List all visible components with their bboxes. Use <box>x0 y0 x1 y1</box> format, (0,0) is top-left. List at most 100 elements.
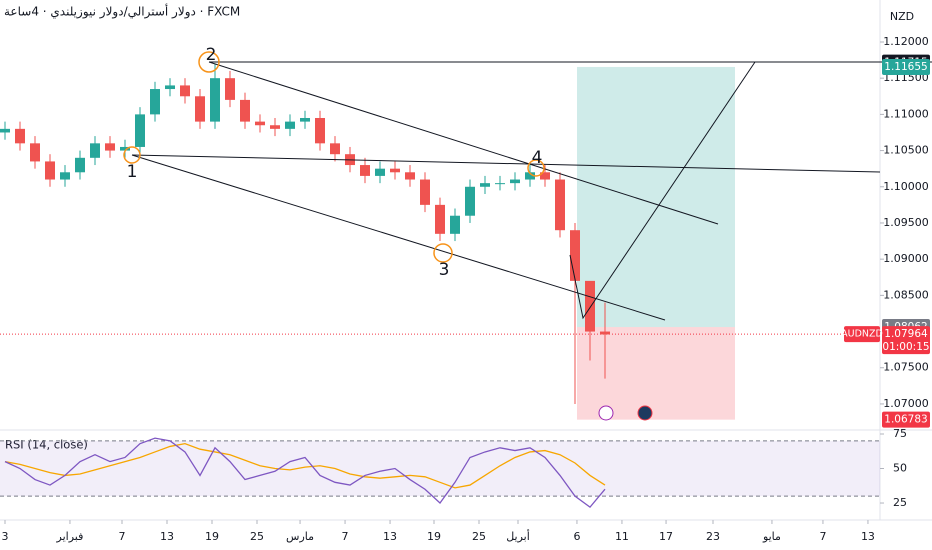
x-tick-label: 17 <box>659 530 673 543</box>
y-tick-label: 1.09000 <box>883 252 929 265</box>
currency-label: NZD <box>890 10 914 23</box>
price-tag-label: 1.06783 <box>884 414 927 426</box>
y-tick-label: 1.07500 <box>883 361 929 374</box>
event-icon[interactable] <box>637 405 653 421</box>
candle-body <box>389 168 400 173</box>
countdown: 01:00:15 <box>882 341 929 353</box>
drawings <box>123 51 932 321</box>
point-marker <box>123 146 141 164</box>
candle-body <box>194 96 205 122</box>
candle-body <box>134 114 145 147</box>
candle-body <box>299 117 310 122</box>
x-tick-label: 7 <box>118 530 125 543</box>
candle-body <box>329 143 340 155</box>
candle-body <box>404 172 415 180</box>
candle-body <box>585 280 596 332</box>
loss-zone <box>577 327 735 420</box>
x-tick-label: 13 <box>383 530 397 543</box>
candle-body <box>495 183 506 185</box>
candle-body <box>314 117 325 144</box>
x-tick-label: 3 <box>1 530 8 543</box>
candle-body <box>14 128 25 144</box>
candle-body <box>29 143 40 162</box>
candle-body <box>149 89 160 115</box>
rsi-band <box>0 440 880 497</box>
x-tick-label: 7 <box>342 530 349 543</box>
profit-zone <box>577 66 735 328</box>
candle-body <box>224 78 235 100</box>
symbol-tag: AUDNZD <box>841 329 883 340</box>
x-tick-label: 7 <box>819 530 826 543</box>
x-tick-label: 25 <box>472 530 486 543</box>
candle-body <box>510 179 521 184</box>
x-tick-label: 13 <box>861 530 875 543</box>
y-tick-label: 1.07000 <box>883 397 929 410</box>
x-tick-label: مايو <box>762 530 781 543</box>
rsi-tick-label: 25 <box>893 496 907 509</box>
candle-body <box>600 331 611 335</box>
x-tick-label: 19 <box>205 530 219 543</box>
trend-line <box>208 61 719 225</box>
event-icon[interactable] <box>598 405 614 421</box>
candle-body <box>465 186 476 216</box>
price-tag-label: 1.07964 <box>884 328 928 340</box>
x-tick-label: 6 <box>573 530 580 543</box>
candle-body <box>209 78 220 122</box>
price-tag: 1.06783 <box>882 411 930 428</box>
point-label: 3 <box>439 260 450 280</box>
y-tick-label: 1.12000 <box>883 35 929 48</box>
candle-body <box>359 165 370 176</box>
chart-title: دولار أسترالي/دولار نيوزيلندي · 4ساعة · … <box>4 4 240 20</box>
candle-body <box>89 143 100 158</box>
candle-body <box>540 172 551 180</box>
y-tick-label: 1.10500 <box>883 144 929 157</box>
candle-body <box>254 121 265 126</box>
price-tag-bg <box>882 411 930 428</box>
candle-body <box>525 172 536 180</box>
candle-body <box>450 215 461 234</box>
price-tag-bg <box>882 58 930 75</box>
price-tag-bg <box>882 326 930 355</box>
candle-body <box>74 157 85 173</box>
candle-body <box>555 179 566 231</box>
candle-body <box>269 125 280 129</box>
x-tick-label: أبريل <box>506 529 530 543</box>
price-tag: 1.11655 <box>882 58 930 75</box>
x-tick-label: 19 <box>427 530 441 543</box>
x-tick-label: فبراير <box>56 530 84 543</box>
y-tick-label: 1.10000 <box>883 180 929 193</box>
y-tick-label: 1.09500 <box>883 216 929 229</box>
candle-body <box>59 172 70 180</box>
rsi-line <box>4 437 606 509</box>
y-tick-label: 1.11000 <box>883 107 929 120</box>
candle-body <box>44 161 55 180</box>
candle-body <box>435 204 445 234</box>
x-tick-label: 13 <box>160 530 174 543</box>
point-marker <box>527 159 545 177</box>
trend-line <box>131 154 666 321</box>
point-label: 2 <box>206 45 217 65</box>
candle-body <box>179 85 190 97</box>
point-label: 4 <box>532 148 543 168</box>
candle-body <box>239 99 250 122</box>
rsi-tick-label: 50 <box>893 462 907 475</box>
candle-body <box>119 146 130 151</box>
rsi-title: RSI (14, close) <box>5 438 88 452</box>
point-label: 1 <box>127 162 138 182</box>
candle-body <box>284 121 295 129</box>
candle-body <box>419 179 430 205</box>
x-tick-label: مارس <box>286 530 314 543</box>
candle-body <box>374 168 385 176</box>
candle-body <box>104 143 115 151</box>
trend-line <box>569 61 756 320</box>
y-tick-label: 1.08500 <box>883 288 929 301</box>
candle-body <box>0 128 10 133</box>
candle-body <box>164 85 175 90</box>
symbol-tag-bg <box>844 326 880 343</box>
rsi-ma-line <box>4 442 606 489</box>
price-tag-label: 1.11655 <box>884 61 927 73</box>
rsi-tick-label: 75 <box>893 427 907 440</box>
